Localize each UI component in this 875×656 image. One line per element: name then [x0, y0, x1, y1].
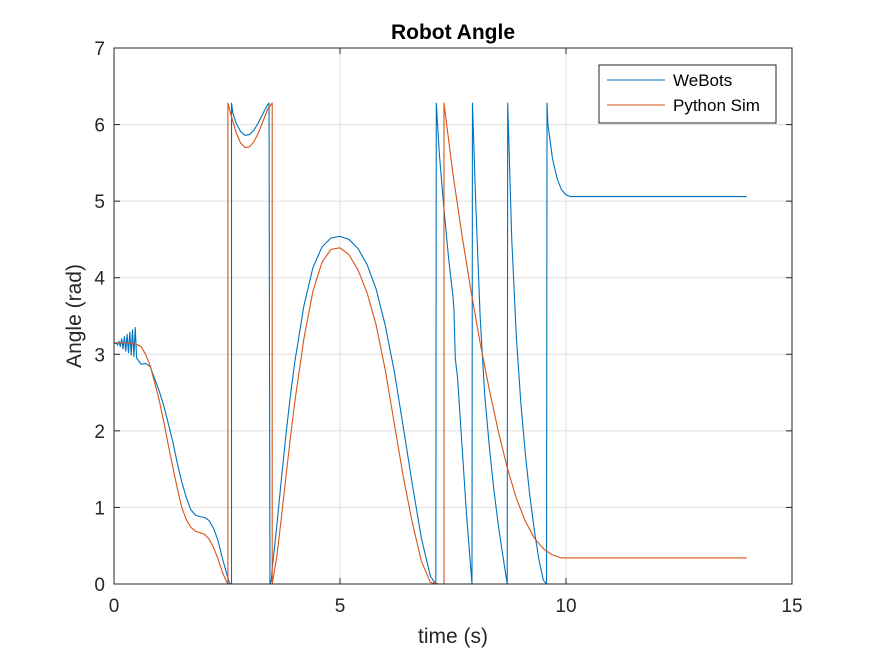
axis-ticks: 0 5 10 15 0 1 2 3 4 5 6 7 [94, 39, 802, 617]
series-line-2 [114, 102, 747, 585]
y-tick-label: 5 [94, 192, 105, 213]
x-tick-label: 15 [781, 596, 802, 617]
x-tick-label: 10 [555, 596, 576, 617]
legend-label: Python Sim [673, 96, 760, 115]
x-tick-label: 0 [109, 596, 120, 617]
legend-label: WeBots [673, 71, 732, 90]
x-axis-label: time (s) [418, 625, 488, 648]
y-tick-label: 3 [94, 345, 105, 366]
plot-area [114, 48, 792, 584]
y-axis-label: Angle (rad) [63, 264, 86, 368]
chart-title: Robot Angle [391, 21, 515, 44]
y-tick-label: 4 [94, 269, 105, 290]
grid-lines [113, 47, 793, 585]
y-tick-label: 1 [94, 498, 105, 519]
y-tick-label: 7 [94, 39, 105, 60]
y-tick-label: 6 [94, 116, 105, 137]
axes-box [113, 47, 793, 585]
y-tick-label: 2 [94, 422, 105, 443]
x-tick-label: 5 [335, 596, 346, 617]
legend: WeBots Python Sim [598, 64, 777, 124]
y-tick-label: 0 [94, 575, 105, 596]
legend-box [598, 64, 777, 124]
plot-lines [113, 102, 747, 585]
